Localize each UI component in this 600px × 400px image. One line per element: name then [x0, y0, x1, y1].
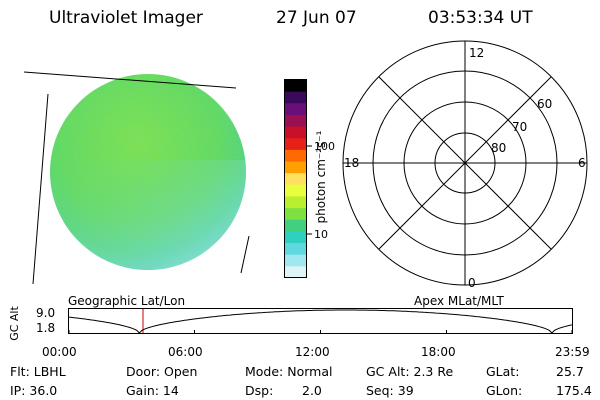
polar-diagonal-2 [378, 76, 552, 250]
glat-value: 25.7 [556, 364, 584, 379]
colorbar-strip [285, 196, 306, 209]
seq-value: Seq: 39 [366, 383, 414, 398]
mode-value: Mode: Normal [245, 364, 333, 379]
colorbar-strip [285, 103, 306, 116]
colorbar-strip [285, 138, 306, 151]
colorbar-strip [285, 161, 306, 174]
mlt-label-12: 12 [469, 46, 485, 60]
colorbar-strip [285, 149, 306, 163]
colorbar-ticks [307, 145, 312, 235]
colorbar-strip [285, 126, 306, 139]
gc-alt-value: GC Alt: 2.3 Re [366, 364, 454, 379]
x-tick-1800: 18:00 [421, 345, 456, 359]
colorbar-strip [285, 243, 306, 256]
colorbar-strip [285, 254, 306, 267]
dsp-label: Dsp: [245, 383, 274, 398]
geo-latlon-label: Geographic Lat/Lon [68, 294, 186, 308]
x-tick-1200: 12:00 [295, 345, 330, 359]
mlt-label-6: 6 [578, 156, 586, 170]
door-value: Door: Open [126, 364, 198, 379]
y-tick-1-8: 1.8 [36, 321, 56, 335]
ip-value: IP: 36.0 [10, 383, 58, 398]
colorbar-strip [285, 208, 306, 221]
colorbar-tick-10: 10 [314, 228, 328, 241]
colorbar-strip [285, 184, 306, 197]
geo-line-top [23, 71, 237, 89]
glat-label: GLat: [486, 364, 520, 379]
filter-value: Flt: LBHL [10, 364, 66, 379]
mlat-label-60: 60 [537, 97, 553, 111]
altitude-plot [68, 308, 573, 334]
colorbar-strip [285, 231, 306, 244]
colorbar-unit-label: photon cm⁻²s⁻¹ [314, 130, 328, 224]
colorbar-strip [285, 266, 306, 279]
glon-label: GLon: [486, 383, 523, 398]
altitude-plot-frame [68, 308, 573, 334]
time-label: 03:53:34 UT [428, 8, 533, 28]
mlat-label-70: 70 [512, 120, 528, 134]
x-tick-0000: 00:00 [42, 345, 77, 359]
colorbar-strip [285, 91, 306, 104]
glon-value: 175.4 [556, 383, 592, 398]
x-tick-2359: 23:59 [555, 345, 590, 359]
mlt-label-0: 0 [468, 276, 476, 290]
dsp-value: 2.0 [302, 383, 322, 398]
geo-line-left [32, 93, 49, 285]
instrument-title: Ultraviolet Imager [49, 8, 203, 28]
colorbar-tick-100: 100 [314, 140, 335, 153]
colorbar-strip [285, 173, 306, 186]
geo-line-right [240, 235, 250, 274]
polar-plot [342, 40, 588, 286]
colorbar-strip [285, 114, 306, 128]
colorbar-strip [285, 219, 306, 232]
gain-value: Gain: 14 [126, 383, 179, 398]
date-label: 27 Jun 07 [276, 8, 357, 28]
y-tick-9: 9.0 [36, 306, 56, 320]
image-noise [50, 74, 246, 270]
colorbar [284, 79, 307, 279]
altitude-curve [68, 309, 573, 334]
x-tick-0600: 06:00 [168, 345, 203, 359]
mlt-label-18: 18 [344, 156, 360, 170]
apex-mlat-label: Apex MLat/MLT [414, 294, 504, 308]
colorbar-strip [285, 80, 306, 93]
mlat-label-80: 80 [491, 141, 507, 155]
